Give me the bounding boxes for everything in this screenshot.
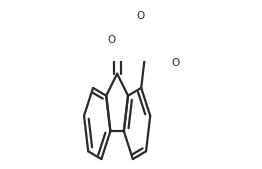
Text: O: O bbox=[107, 35, 115, 45]
Text: O: O bbox=[171, 58, 180, 68]
Text: O: O bbox=[136, 11, 144, 21]
